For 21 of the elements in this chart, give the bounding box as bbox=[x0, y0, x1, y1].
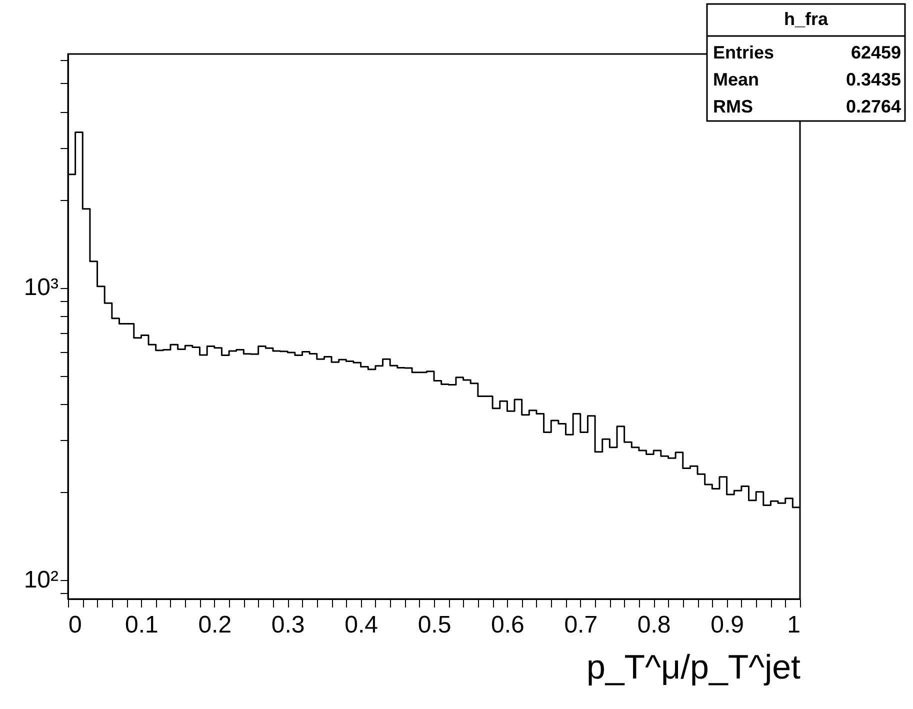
x-tick-label: 0.9 bbox=[710, 612, 744, 638]
annotation: Mean bbox=[713, 70, 760, 90]
annotation: Entries bbox=[713, 42, 774, 62]
x-tick-label: 0.5 bbox=[418, 612, 452, 638]
text: 0.3435 bbox=[846, 70, 901, 90]
y-tick-label: 10² bbox=[24, 566, 59, 594]
x-tick-label: 0 bbox=[68, 612, 82, 638]
x-tick-label: 0.3 bbox=[271, 612, 305, 638]
x-tick-label: 0.2 bbox=[198, 612, 232, 638]
x-tick-label: 0.4 bbox=[344, 612, 378, 638]
text: 62459 bbox=[850, 42, 901, 62]
x-tick-label: 1 bbox=[787, 612, 800, 638]
x-tick-label: 0.6 bbox=[491, 612, 524, 638]
y-tick-label: 10³ bbox=[24, 274, 59, 302]
x-tick-label: 0.7 bbox=[564, 612, 598, 638]
text: h_fra bbox=[784, 9, 829, 29]
annotation: RMS bbox=[713, 96, 753, 116]
x-tick-label: 0.8 bbox=[637, 612, 671, 638]
x-axis-title: p_T^μ/p_T^jet bbox=[586, 648, 802, 686]
x-tick-label: 0.1 bbox=[125, 612, 158, 638]
text: 0.2764 bbox=[846, 96, 901, 116]
